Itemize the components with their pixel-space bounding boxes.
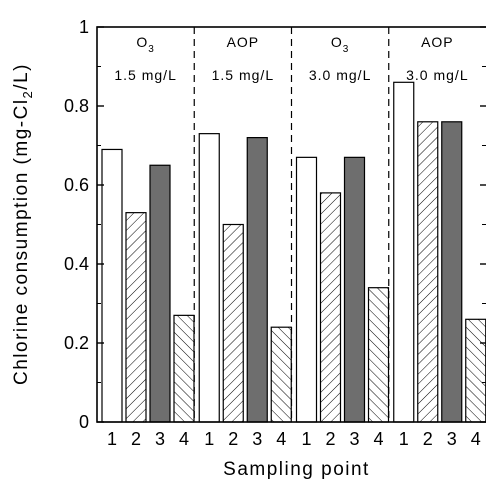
panel-dose-label: 3.0 mg/L (309, 67, 371, 83)
bar (222, 223, 244, 423)
bar (393, 81, 415, 423)
bar (417, 121, 439, 423)
panel-dose-label: 1.5 mg/L (114, 67, 176, 83)
x-tick-label: 2 (325, 429, 335, 449)
x-tick-label: 1 (204, 429, 214, 449)
x-tick-label: 4 (179, 429, 189, 449)
y-tick-label: 0.2 (64, 333, 89, 353)
x-tick-label: 4 (471, 429, 481, 449)
bar (246, 137, 268, 423)
panel-process-label: O3 (136, 34, 154, 55)
panel-process-label: AOP (227, 34, 260, 50)
panel-process-label: O3 (331, 34, 349, 55)
bar (149, 164, 171, 423)
x-tick-label: 2 (131, 429, 141, 449)
y-tick-label: 0.4 (64, 254, 89, 274)
x-tick-label: 2 (423, 429, 433, 449)
x-tick-label: 1 (107, 429, 117, 449)
y-axis-title: Chlorine consumption (mg-Cl2/L) (11, 63, 35, 385)
bar (270, 326, 292, 423)
x-tick-label: 1 (301, 429, 311, 449)
bar (441, 121, 463, 423)
y-tick-label: 0 (79, 412, 89, 432)
bar (465, 318, 486, 423)
panel-dose-label: 3.0 mg/L (406, 67, 468, 83)
x-tick-label: 3 (155, 429, 165, 449)
y-tick-label: 1 (79, 17, 89, 37)
bar (319, 192, 342, 423)
x-tick-label: 2 (228, 429, 238, 449)
y-tick-label: 0.8 (64, 96, 89, 116)
bar (343, 156, 366, 423)
x-tick-label: 4 (276, 429, 286, 449)
x-tick-label: 1 (399, 429, 409, 449)
x-tick-label: 3 (349, 429, 359, 449)
bar (295, 156, 318, 423)
x-axis-title: Sampling point (223, 459, 370, 480)
panel-process-label: AOP (421, 34, 454, 50)
bar (125, 212, 147, 423)
bar (101, 148, 123, 423)
x-tick-label: 3 (252, 429, 262, 449)
bar (173, 314, 195, 423)
bar (198, 133, 220, 423)
x-tick-label: 3 (447, 429, 457, 449)
panel-dose-label: 1.5 mg/L (212, 67, 274, 83)
x-tick-label: 4 (373, 429, 383, 449)
y-tick-label: 0.6 (64, 175, 89, 195)
bar (367, 287, 390, 423)
